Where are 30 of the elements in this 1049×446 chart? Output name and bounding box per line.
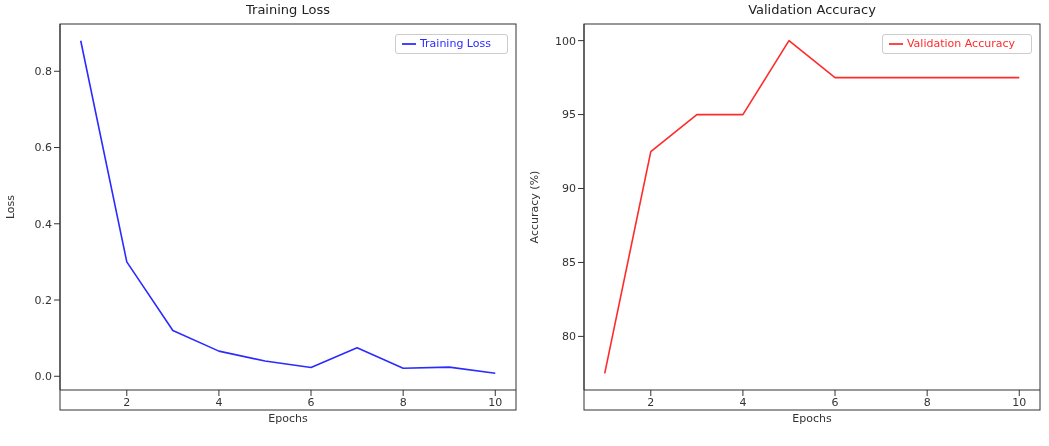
line-series <box>603 39 1021 375</box>
x-tick-label: 2 <box>647 395 655 409</box>
x-tick-label: 6 <box>831 395 839 409</box>
y-axis-title: Loss <box>3 194 17 220</box>
y-tick-label: 0.2 <box>34 293 52 307</box>
y-tick-label: 0.8 <box>34 65 52 79</box>
x-tick-label: 8 <box>399 395 407 409</box>
y-axis-title: Accuracy (%) <box>527 170 541 244</box>
legend-label: Validation Accuracy <box>906 37 1015 50</box>
chart-title: Training Loss <box>245 2 331 17</box>
legend-label: Training Loss <box>419 37 491 50</box>
y-tick-label: 0.0 <box>34 370 52 384</box>
x-tick-label: 10 <box>1012 395 1027 409</box>
x-axis-title: Epochs <box>268 412 308 425</box>
x-tick-label: 2 <box>123 395 131 409</box>
x-tick-label: 8 <box>923 395 931 409</box>
x-tick-label: 4 <box>739 395 747 409</box>
y-tick-label: 85 <box>562 256 576 270</box>
x-tick-label: 6 <box>307 395 315 409</box>
y-tick-label: 95 <box>562 108 576 122</box>
y-tick-label: 100 <box>555 34 576 48</box>
line-series <box>79 39 497 375</box>
x-tick-label: 10 <box>488 395 503 409</box>
x-tick-label: 4 <box>215 395 223 409</box>
y-tick-label: 0.6 <box>34 141 52 155</box>
y-tick-label: 80 <box>562 330 576 344</box>
chart-title: Validation Accuracy <box>747 2 877 17</box>
y-tick-label: 90 <box>562 182 576 196</box>
y-tick-label: 0.4 <box>34 217 52 231</box>
x-axis-title: Epochs <box>792 412 832 425</box>
